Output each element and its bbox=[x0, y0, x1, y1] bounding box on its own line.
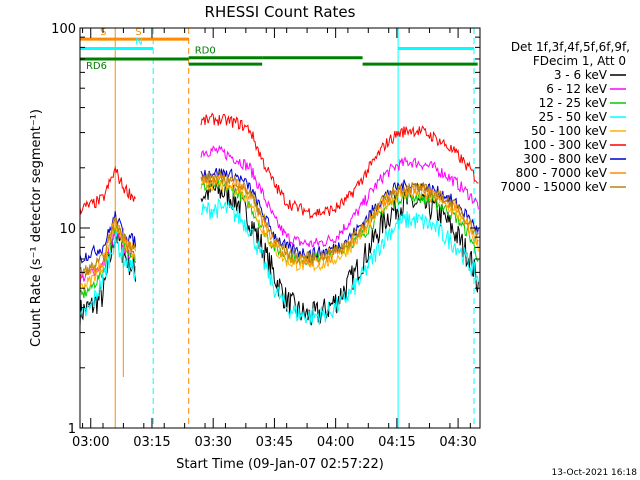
x-axis-label: Start Time (09-Jan-07 02:57:22) bbox=[176, 457, 384, 472]
footer-date: 13-Oct-2021 16:18 bbox=[552, 468, 638, 478]
series-line-3 bbox=[79, 198, 479, 326]
legend-label-8: 7000 - 15000 keV bbox=[500, 180, 607, 194]
axes: 1 10 100 03:00 03:15 03:30 03:45 04:00 04:15 04:3… bbox=[51, 22, 481, 450]
legend-label-5: 100 - 300 keV bbox=[523, 138, 607, 152]
legend: Det 1f,3f,4f,5f,6f,9f, FDecim 1, Att 0 3… bbox=[500, 40, 630, 194]
legend-label-7: 800 - 7000 keV bbox=[516, 166, 608, 180]
state-label-1: S bbox=[135, 27, 141, 38]
legend-label-2: 12 - 25 keV bbox=[539, 96, 608, 110]
state-label-2: N bbox=[135, 36, 142, 47]
y-tick-label-1: 10 bbox=[59, 222, 76, 237]
legend-label-1: 6 - 12 keV bbox=[546, 82, 608, 96]
legend-header-detectors: Det 1f,3f,4f,5f,6f,9f, bbox=[511, 40, 630, 54]
series-line-5 bbox=[79, 112, 479, 220]
y-tick-label-0: 1 bbox=[68, 422, 76, 437]
state-label-4: RD6 bbox=[86, 61, 107, 72]
x-tick-label-0: 03:00 bbox=[72, 435, 109, 450]
legend-label-4: 50 - 100 keV bbox=[531, 124, 608, 138]
legend-label-3: 25 - 50 keV bbox=[539, 110, 608, 124]
y-tick-label-2: 100 bbox=[51, 22, 76, 37]
state-label-5: RD0 bbox=[195, 46, 216, 57]
y-axis-label: Count Rate (s⁻¹ detector segment⁻¹) bbox=[29, 109, 44, 347]
chart-title: RHESSI Count Rates bbox=[205, 3, 356, 21]
x-tick-label-1: 03:15 bbox=[133, 435, 170, 450]
plot-area: SSNRD6RD0 bbox=[79, 27, 479, 428]
x-tick-label-4: 04:00 bbox=[317, 435, 354, 450]
x-tick-label-5: 04:15 bbox=[378, 435, 415, 450]
legend-label-6: 300 - 800 keV bbox=[523, 152, 607, 166]
x-tick-label-2: 03:30 bbox=[194, 435, 231, 450]
x-tick-label-3: 03:45 bbox=[256, 435, 293, 450]
x-tick-label-6: 04:30 bbox=[439, 435, 476, 450]
series-line-8 bbox=[79, 170, 479, 276]
legend-header-decimation: FDecim 1, Att 0 bbox=[533, 54, 626, 68]
legend-label-0: 3 - 6 keV bbox=[554, 68, 608, 82]
